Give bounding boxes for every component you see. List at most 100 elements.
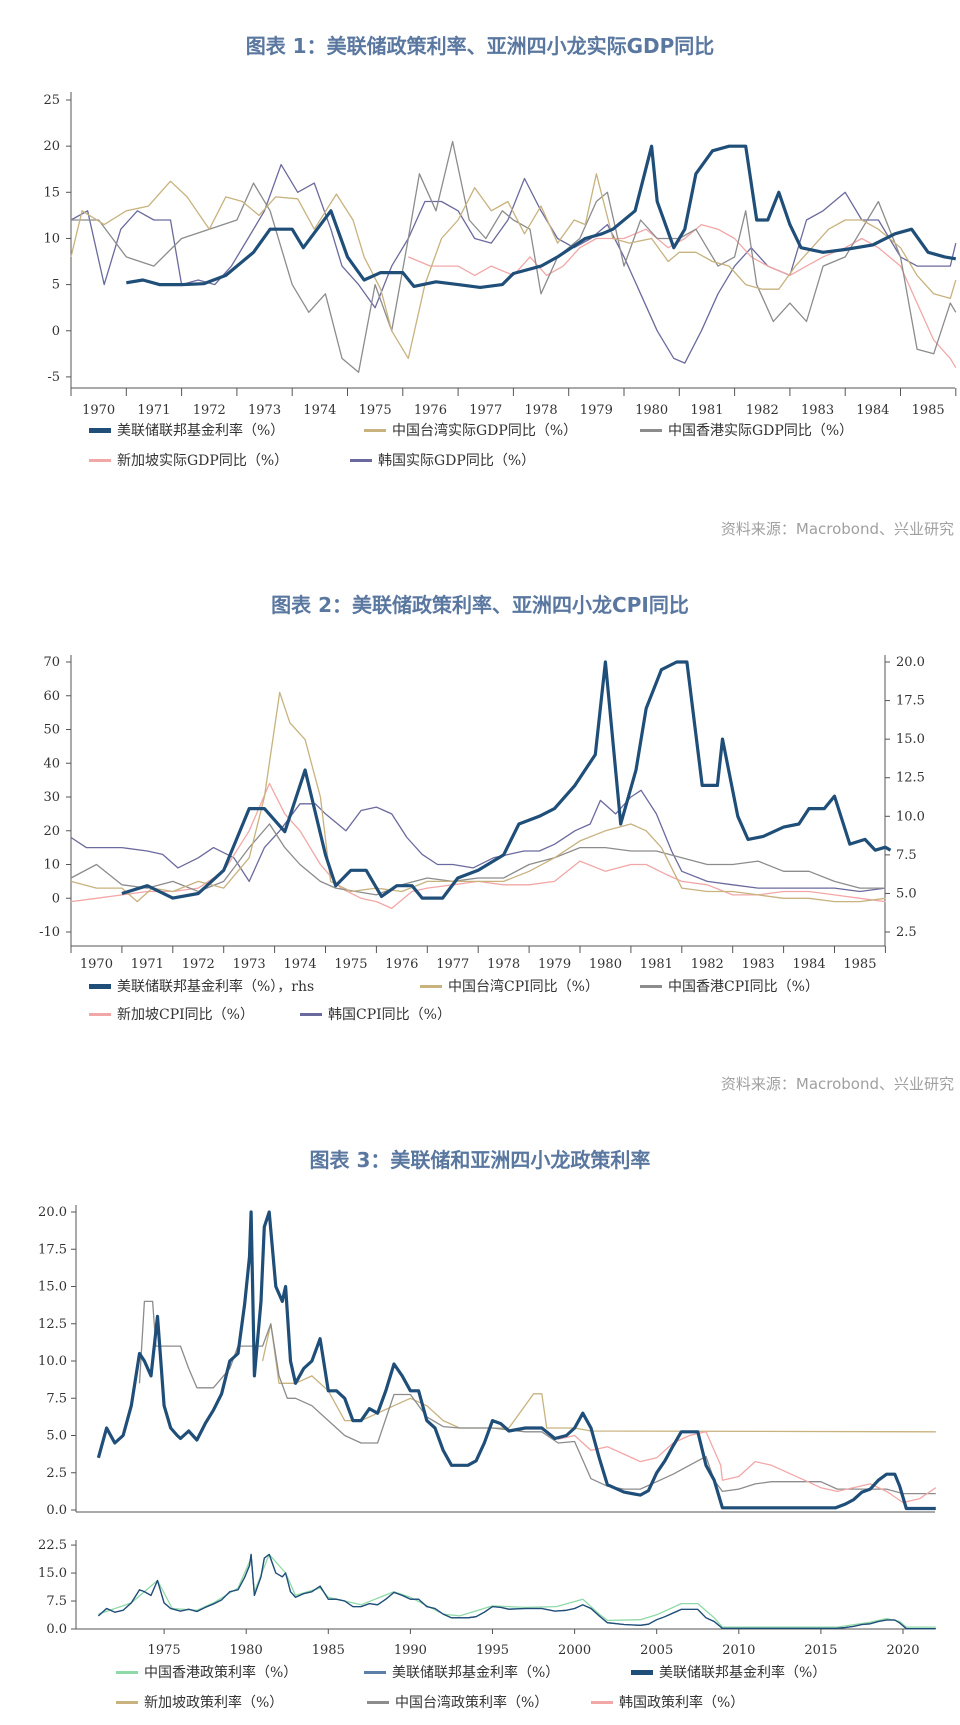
series-line [261,1323,936,1433]
x-tick-label: 1974 [303,403,336,418]
y2-tick-label: 15.0 [896,732,925,747]
legend-item: 美联储联邦基金利率（%），rhs [89,976,314,996]
x-tick-label: 2015 [804,1643,837,1658]
lower-y-tick-label: 15.0 [38,1566,67,1581]
series-line [70,173,957,360]
y-tick-label: 10 [43,858,60,873]
y2-tick-label: 7.5 [896,848,917,863]
lower-series-line-fed [97,1553,936,1630]
y-tick-label: 20 [43,824,60,839]
legend-label: 新加坡CPI同比（%） [117,1007,254,1023]
x-tick-label: 1979 [580,403,613,418]
legend-item: 韩国政策利率（%） [591,1692,744,1712]
x-tick-label: 2000 [558,1643,591,1658]
chart2-source: 资料来源：Macrobond、兴业研究 [720,1075,954,1093]
legend-swatch [420,984,442,988]
y-tick-label: 15.0 [38,1280,67,1295]
chart3-title: 图表 3：美联储和亚洲四小龙政策利率 [309,1148,651,1172]
x-tick-label: 1973 [248,403,281,418]
legend-label: 中国香港CPI同比（%） [668,979,819,995]
x-tick-label: 1976 [414,403,447,418]
legend-label: 中国台湾CPI同比（%） [448,979,599,995]
y-tick-label: 0 [52,891,60,906]
legend-item: 韩国实际GDP同比（%） [350,450,535,470]
x-tick-label: 1985 [843,957,876,972]
y-tick-label: 0 [52,324,60,339]
series-line [70,691,886,903]
legend-label: 中国香港实际GDP同比（%） [668,423,854,439]
y-tick-label: -5 [47,370,60,385]
legend-item: 美联储联邦基金利率（%） [631,1662,826,1682]
y-tick-label: -10 [39,925,60,940]
y-tick-label: 5.0 [46,1429,67,1444]
legend-swatch [631,1669,653,1675]
legend-swatch [350,458,372,462]
chart1-source: 资料来源：Macrobond、兴业研究 [720,520,954,538]
legend-item: 美联储联邦基金利率（%） [89,420,284,440]
x-tick-label: 1984 [793,957,826,972]
legend-item: 中国台湾政策利率（%） [367,1692,548,1712]
x-tick-label: 1974 [284,957,317,972]
y2-tick-label: 17.5 [896,694,925,709]
y-tick-label: 60 [43,689,60,704]
y-tick-label: 20 [43,139,60,154]
legend-swatch [89,458,111,462]
x-tick-label: 1972 [182,957,215,972]
legend-swatch [591,1700,613,1704]
x-tick-label: 1979 [538,957,571,972]
lower-y-tick-label: 22.5 [38,1538,67,1553]
legend-swatch [364,1670,386,1674]
y-tick-label: 10 [43,231,60,246]
legend-item: 美联储联邦基金利率（%） [364,1662,559,1682]
legend-swatch [89,1012,111,1016]
y-tick-label: 17.5 [38,1242,67,1257]
series-line [71,140,957,373]
x-tick-label: 1975 [148,1643,181,1658]
chart1-legend: 美联储联邦基金利率（%） 中国台湾实际GDP同比（%） 中国香港实际GDP同比（… [0,420,960,444]
series-line-fed [96,1210,936,1511]
x-tick-label: 1985 [912,403,945,418]
chart2-legend-row2: 新加坡CPI同比（%） 韩国CPI同比（%） [0,1004,960,1028]
legend-swatch [300,1012,322,1016]
legend-item: 新加坡实际GDP同比（%） [89,450,288,470]
legend-label: 中国香港政策利率（%） [144,1665,298,1681]
chart1-legend-row2: 新加坡实际GDP同比（%） 韩国实际GDP同比（%） [0,450,960,474]
chart3-legend: 中国香港政策利率（%） 美联储联邦基金利率（%） 美联储联邦基金利率（%） [0,1662,960,1686]
legend-label: 美联储联邦基金利率（%） [117,423,285,439]
x-tick-label: 1983 [742,957,775,972]
y-tick-label: 50 [43,723,60,738]
lower-y-tick-label: 7.5 [46,1594,67,1609]
y-tick-label: 30 [43,790,60,805]
chart2-title: 图表 2：美联储政策利率、亚洲四小龙CPI同比 [271,593,689,617]
x-tick-label: 2005 [640,1643,673,1658]
x-tick-label: 1983 [801,403,834,418]
x-tick-label: 1973 [233,957,266,972]
legend-label: 美联储联邦基金利率（%） [392,1665,560,1681]
x-tick-label: 1972 [193,403,226,418]
series-line [126,144,957,289]
chart1-title: 图表 1：美联储政策利率、亚洲四小龙实际GDP同比 [245,34,715,58]
legend-swatch [89,427,111,433]
x-tick-label: 1982 [746,403,779,418]
x-tick-label: 1981 [690,403,723,418]
legend-swatch [116,1700,138,1704]
x-tick-label: 1971 [131,957,164,972]
legend-label: 韩国实际GDP同比（%） [378,453,536,469]
legend-label: 新加坡实际GDP同比（%） [117,453,289,469]
legend-swatch [116,1670,138,1674]
x-tick-label: 1984 [856,403,889,418]
series-line [70,163,957,364]
y2-tick-label: 5.0 [896,886,917,901]
legend-item: 中国台湾CPI同比（%） [420,976,599,996]
x-tick-label: 1981 [640,957,673,972]
series-line [558,1431,937,1504]
legend-swatch [640,984,662,988]
y-tick-label: 70 [43,655,60,670]
legend-label: 美联储联邦基金利率（%），rhs [117,979,315,995]
legend-item: 中国香港政策利率（%） [116,1662,297,1682]
x-tick-label: 1985 [312,1643,345,1658]
x-tick-label: 1977 [469,403,502,418]
legend-item: 中国香港实际GDP同比（%） [640,420,853,440]
y-tick-label: 40 [43,756,60,771]
lower-y-tick-label: 0.0 [46,1622,67,1637]
